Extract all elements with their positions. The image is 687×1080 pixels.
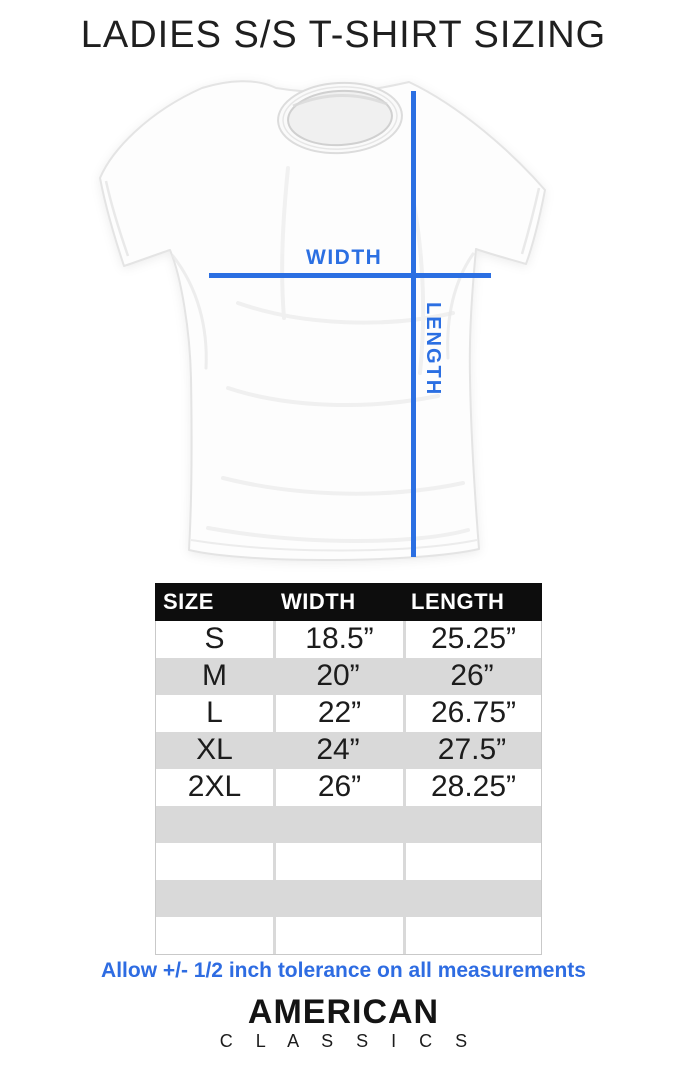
width-value: 18.5”: [273, 621, 403, 658]
width-label: WIDTH: [306, 246, 383, 269]
width-value: 26”: [273, 769, 403, 806]
brand-logo: AMERICAN C L A S S I C S: [0, 995, 687, 1052]
page-title: LADIES S/S T-SHIRT SIZING: [80, 14, 607, 56]
length-value: 25.25”: [403, 621, 541, 658]
width-value: 20”: [316, 659, 360, 692]
size-value: XL: [196, 733, 233, 766]
table-row-empty: [156, 917, 541, 954]
brand-name-american: AMERICAN: [247, 993, 440, 1031]
size-value: 2XL: [187, 770, 242, 803]
length-value: 27.5”: [437, 733, 507, 766]
size-table-header: SIZE WIDTH LENGTH: [155, 583, 542, 621]
width-measure-line: [209, 273, 491, 278]
header-size: SIZE: [163, 589, 214, 614]
tolerance-note: Allow +/- 1/2 inch tolerance on all meas…: [101, 959, 586, 982]
length-label: LENGTH: [422, 302, 444, 397]
header-length: LENGTH: [411, 589, 505, 614]
table-row-empty: [156, 806, 541, 843]
tshirt-illustration: [99, 80, 546, 561]
width-value: 24”: [316, 733, 360, 766]
size-table-body: S 18.5” 25.25” M 20” 26” L 22” 26.75” XL…: [155, 621, 542, 955]
length-measure-line: [411, 91, 416, 557]
length-value: 28.25”: [403, 769, 541, 806]
table-row-l: L 22” 26.75”: [156, 695, 541, 732]
table-row-m: M 20” 26”: [156, 658, 541, 695]
length-value: 26”: [450, 659, 494, 692]
length-value: 26.75”: [403, 695, 541, 732]
size-value: M: [202, 659, 227, 692]
table-row-xl: XL 24” 27.5”: [156, 732, 541, 769]
table-row-s: S 18.5” 25.25”: [156, 621, 541, 658]
header-width: WIDTH: [281, 589, 356, 614]
size-value: S: [204, 622, 225, 655]
table-row-2xl: 2XL 26” 28.25”: [156, 769, 541, 806]
table-row-empty: [156, 843, 541, 880]
width-value: 22”: [273, 695, 403, 732]
size-value: L: [206, 696, 223, 729]
table-row-empty: [156, 880, 541, 917]
size-table: SIZE WIDTH LENGTH S 18.5” 25.25” M 20” 2…: [155, 583, 542, 955]
brand-name-classics: C L A S S I C S: [219, 1031, 477, 1051]
tshirt-graphic: [78, 78, 608, 563]
